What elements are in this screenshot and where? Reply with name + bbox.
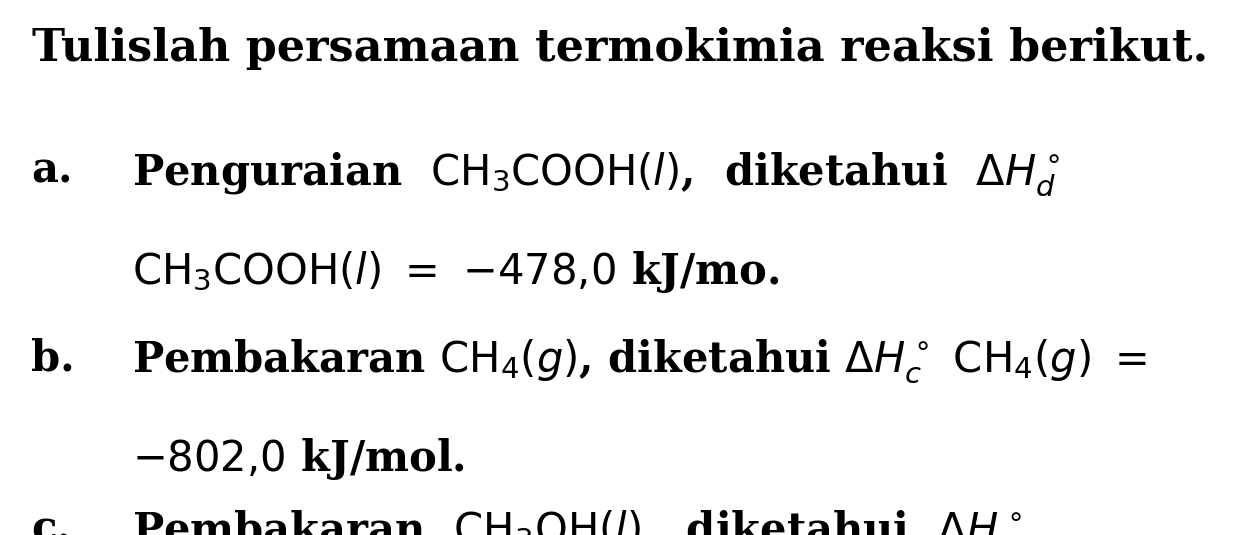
Text: c.: c. <box>32 508 72 535</box>
Text: b.: b. <box>32 337 76 379</box>
Text: Pembakaran $\mathrm{CH_4}$$(g)$, diketahui $\Delta H_c^\circ$ $\mathrm{CH_4}$$(g: Pembakaran $\mathrm{CH_4}$$(g)$, diketah… <box>132 337 1148 385</box>
Text: a.: a. <box>32 150 73 192</box>
Text: $\mathrm{CH_3COOH}$$(l)$ $=$ $-478{,}0$ kJ/mo.: $\mathrm{CH_3COOH}$$(l)$ $=$ $-478{,}0$ … <box>132 249 780 295</box>
Text: $-802{,}0$ kJ/mol.: $-802{,}0$ kJ/mol. <box>132 436 465 482</box>
Text: Penguraian  $\mathrm{CH_3COOH}$$(l)$,  diketahui  $\Delta H_d^\circ$: Penguraian $\mathrm{CH_3COOH}$$(l)$, dik… <box>132 150 1061 197</box>
Text: Pembakaran  $\mathrm{CH_3OH}$$(l)$,  diketahui  $\Delta H_c^\circ$: Pembakaran $\mathrm{CH_3OH}$$(l)$, diket… <box>132 508 1022 535</box>
Text: Tulislah persamaan termokimia reaksi berikut.: Tulislah persamaan termokimia reaksi ber… <box>32 27 1207 70</box>
